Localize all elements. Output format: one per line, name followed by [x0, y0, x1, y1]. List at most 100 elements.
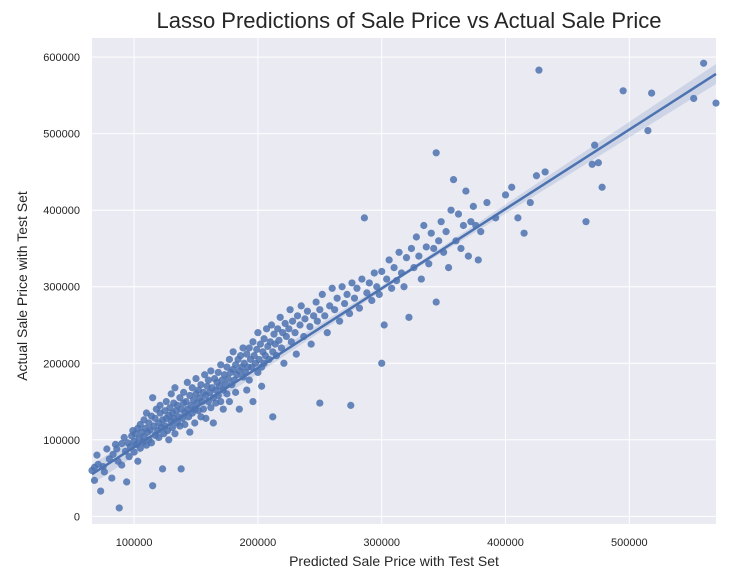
scatter-point [328, 284, 336, 292]
scatter-point [588, 160, 596, 168]
scatter-point [350, 294, 359, 302]
scatter-point [383, 275, 391, 283]
scatter-point [171, 384, 179, 392]
scatter-point [378, 359, 386, 367]
scatter-point [313, 317, 321, 325]
scatter-point [225, 355, 234, 364]
scatter-point [254, 329, 262, 337]
scatter-point [293, 312, 302, 320]
scatter-point [310, 312, 318, 320]
scatter-point [182, 397, 190, 406]
scatter-point [147, 439, 156, 447]
scatter-point [363, 289, 371, 297]
scatter-point [591, 141, 599, 149]
y-tick-label: 100000 [43, 435, 80, 447]
scatter-point [100, 468, 108, 476]
scatter-point [318, 290, 326, 298]
scatter-point [321, 312, 329, 320]
scatter-point [250, 352, 258, 360]
scatter-point [437, 218, 445, 226]
scatter-point [204, 376, 212, 384]
x-tick-label: 300000 [363, 537, 400, 549]
scatter-point [292, 350, 300, 358]
scatter-point [181, 420, 189, 429]
x-axis-label: Predicted Sale Price with Test Set [289, 553, 499, 569]
y-tick-label: 400000 [43, 205, 80, 217]
tick-labels: 100000 200000 300000 400000 500000 0 100000 200… [43, 52, 647, 549]
scatter-point [422, 243, 430, 251]
scatter-point [343, 290, 351, 298]
scatter-point [236, 352, 245, 360]
x-tick-label: 400000 [487, 537, 524, 549]
scatter-point [444, 264, 453, 272]
scatter-point [115, 504, 123, 512]
scatter-point [336, 317, 344, 325]
scatter-point [297, 302, 305, 310]
scatter-point [177, 465, 185, 473]
scatter-point [286, 306, 294, 314]
scatter-point [120, 433, 128, 442]
scatter-point [269, 413, 277, 421]
scatter-point [256, 340, 264, 348]
scatter-point [378, 267, 386, 276]
scatter-point [90, 476, 99, 484]
scatter-point [93, 451, 101, 459]
scatter-point [229, 348, 237, 356]
scatter-point [345, 309, 354, 318]
y-tick-label: 500000 [43, 129, 80, 141]
scatter-point [253, 345, 261, 354]
scatter-point [501, 191, 510, 199]
scatter-point [197, 381, 205, 389]
scatter-point [312, 298, 320, 306]
scatter-point [217, 361, 225, 369]
scatter-point [156, 401, 164, 409]
scatter-point [405, 313, 413, 321]
scatter-point [412, 233, 420, 241]
scatter-point [276, 313, 284, 321]
y-tick-label: 0 [74, 511, 80, 523]
scatter-point [275, 336, 283, 344]
scatter-point [358, 275, 366, 283]
scatter-point [149, 482, 157, 490]
chart-title: Lasso Predictions of Sale Price vs Actua… [156, 8, 661, 33]
scatter-point [303, 307, 312, 315]
scatter-point [644, 127, 652, 135]
scatter-point [373, 283, 381, 291]
scatter-point [243, 350, 251, 358]
scatter-point [365, 279, 373, 287]
scatter-point [249, 397, 257, 406]
scatter-point [331, 306, 339, 314]
scatter-point [224, 374, 232, 383]
scatter-point [249, 338, 257, 346]
scatter-point [113, 445, 121, 453]
scatter-point [288, 317, 297, 325]
scatter-point [594, 159, 602, 167]
scatter-point [430, 244, 438, 253]
scatter-point [323, 329, 331, 337]
scatter-point [432, 298, 440, 306]
scatter-point [326, 302, 334, 310]
scatter-point [282, 332, 290, 341]
scatter-point [449, 175, 458, 184]
scatter-point [207, 404, 215, 412]
scatter-point [281, 319, 289, 328]
scatter-point [130, 448, 138, 456]
scatter-point [262, 325, 271, 333]
y-tick-label: 600000 [43, 52, 80, 64]
scatter-point [388, 284, 396, 292]
scatter-point [435, 237, 443, 245]
scatter-point [188, 384, 196, 392]
scatter-point [474, 256, 482, 264]
scatter-point [280, 359, 288, 367]
regression-line-layer [91, 72, 717, 476]
scatter-point [223, 363, 231, 371]
scatter-point [291, 329, 299, 337]
scatter-point [712, 99, 720, 107]
scatter-point [459, 221, 468, 230]
scatter-point [232, 388, 240, 396]
scatter-point [118, 440, 126, 448]
scatter-point [186, 428, 194, 436]
scatter-point [209, 419, 217, 427]
scatter-point [199, 405, 208, 413]
